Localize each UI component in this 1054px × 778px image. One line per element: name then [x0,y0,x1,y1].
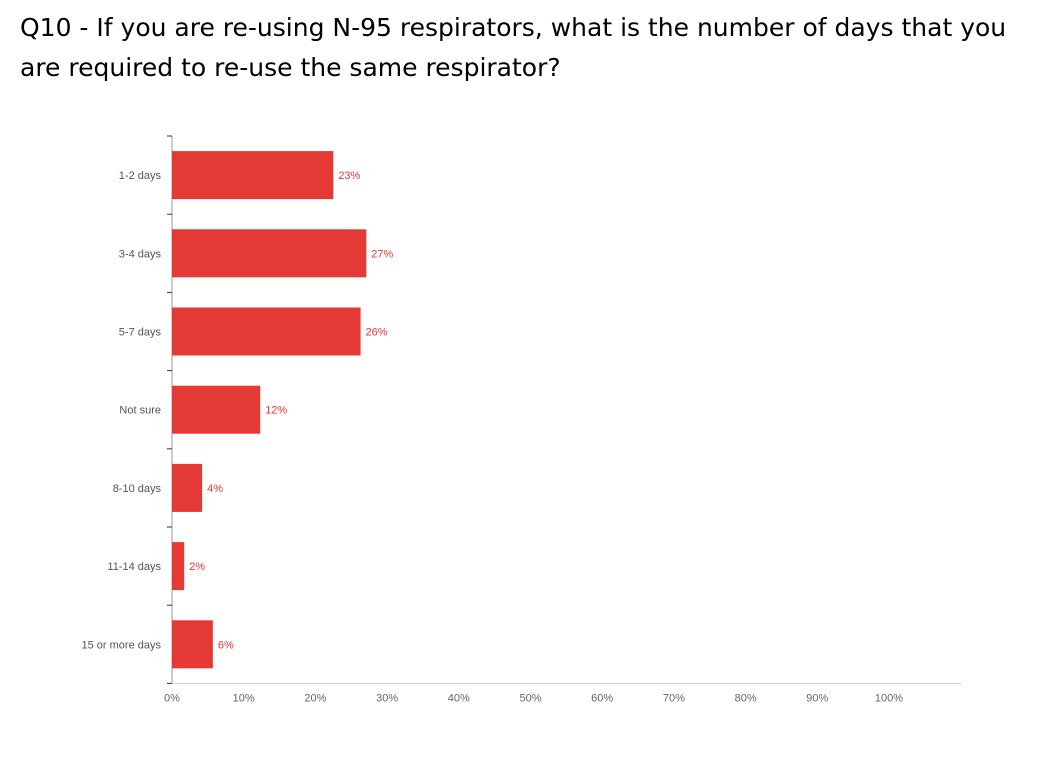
bar [172,229,367,278]
category-label: 1-2 days [119,170,162,182]
category-label: 11-14 days [107,561,161,573]
x-tick-label: 20% [304,692,326,704]
x-tick-label: 80% [735,692,757,704]
chart-labels: 0% 10% 20% 30% 40% 50% 60% 70% 80% 90% 100% 1-2 day… [82,170,904,704]
page-title: Q10 - If you are re-using N-95 respirato… [20,13,1007,82]
bar [172,463,203,512]
data-label: 26% [366,327,388,339]
bar [172,542,185,591]
x-tick-label: 40% [448,692,470,704]
x-tick-label: 50% [519,692,541,704]
bar [172,151,334,200]
category-label: 15 or more days [82,639,162,651]
data-label: 27% [371,248,393,260]
x-tick-label: 60% [591,692,613,704]
x-tick-label: 70% [663,692,685,704]
data-label: 6% [218,639,234,651]
bar [172,385,261,434]
bar [172,620,213,669]
x-tick-label: 30% [376,692,398,704]
x-tick-label: 10% [233,692,255,704]
category-label: Not sure [119,405,161,417]
category-label: 5-7 days [119,327,162,339]
category-label: 3-4 days [119,248,162,260]
data-label: 4% [207,483,223,495]
data-label: 2% [189,561,205,573]
x-tick-label: 90% [806,692,828,704]
category-label: 8-10 days [113,483,162,495]
data-label: 23% [338,170,360,182]
data-label: 12% [265,405,287,417]
x-tick-label: 0% [164,692,180,704]
bar [172,307,361,356]
chart-bars [172,151,367,669]
x-tick-label: 100% [875,692,903,704]
